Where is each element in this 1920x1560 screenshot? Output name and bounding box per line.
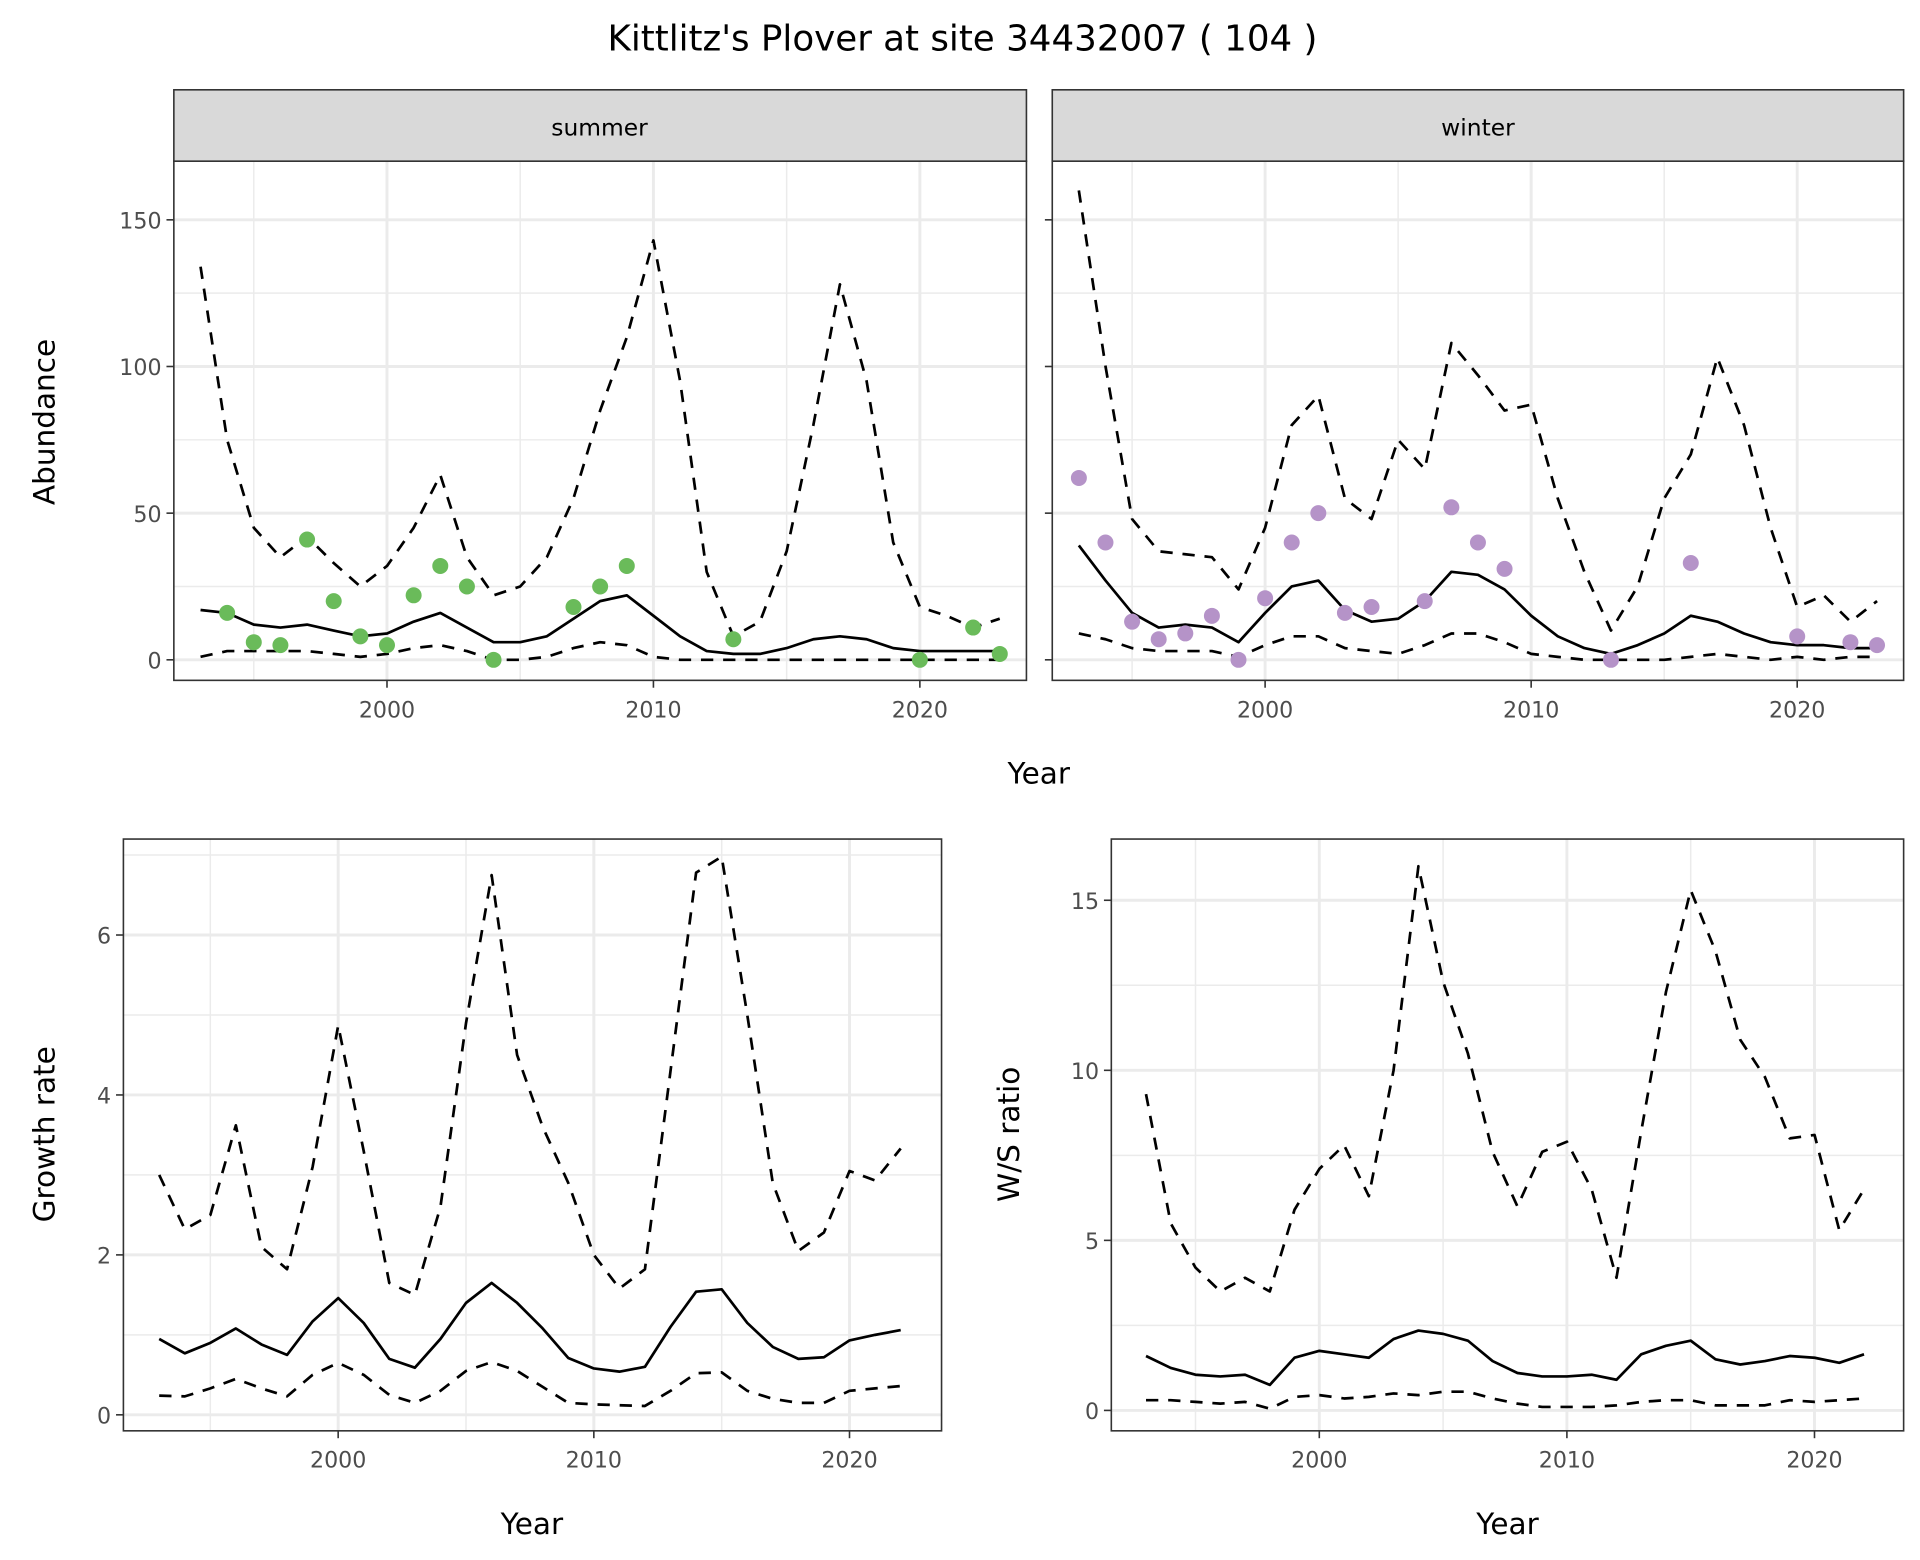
data-point [911,651,928,668]
panel-border [122,838,943,1432]
series-line-mean [200,593,1000,656]
y-tick-label: 6 [97,924,111,950]
data-point [405,587,422,604]
y-tick-label: 4 [97,1084,111,1110]
data-point [1257,590,1274,607]
data-point [1310,505,1327,522]
data-point [245,634,262,651]
data-point [1842,634,1859,651]
series-line-lower [200,640,1000,662]
data-point [432,557,449,574]
x-tick-label: 2010 [1539,1448,1595,1474]
x-axis-label-ratio: Year [1475,1507,1539,1541]
strip-summer-label: summer [551,113,648,141]
x-tick-label: 2000 [1291,1448,1347,1474]
data-point [325,593,342,610]
y-axis-label-ratio: W/S ratio [992,1067,1026,1202]
data-point [1124,613,1141,630]
growth-panel: 2000 2010 2020 0 2 4 6 [97,838,943,1474]
y-tick-label: 150 [119,208,161,234]
data-point [378,637,395,654]
data-point [1496,560,1513,577]
series-line-upper [199,239,1001,638]
data-point [1070,469,1087,486]
x-tick-label: 2000 [359,697,415,723]
x-tick-label: 2020 [1786,1448,1842,1474]
data-point [458,578,475,595]
y-axis-label-growth: Growth rate [28,1046,62,1222]
x-tick-label: 2020 [892,697,948,723]
data-point [1336,604,1353,621]
data-point [1230,651,1247,668]
data-point [1443,499,1460,516]
data-point [991,645,1008,662]
strip-winter-bg [1051,89,1905,162]
data-point [592,578,609,595]
data-point [1097,534,1114,551]
y-tick-label: 100 [119,355,161,381]
data-point [1177,625,1194,642]
data-point [565,599,582,616]
x-tick-label: 2010 [566,1448,622,1474]
ratio-panel: 2000 2010 2020 0 5 10 15 [1071,838,1905,1474]
data-point [272,637,289,654]
series-line-mean [1145,1329,1865,1387]
data-point [1283,534,1300,551]
data-point [965,619,982,636]
data-point [1869,637,1886,654]
data-point [485,651,502,668]
x-tick-label: 2010 [625,697,681,723]
plot-background [1111,839,1904,1431]
data-point [1469,534,1486,551]
x-tick-label: 2000 [1237,697,1293,723]
x-tick-label: 2010 [1503,697,1559,723]
summer-panel: 2000 2010 2020 0 50 100 150 [119,160,1028,723]
data-point [352,628,369,645]
x-tick-label: 2020 [821,1448,877,1474]
y-tick-label: 10 [1071,1059,1099,1085]
chart-title: Kittlitz's Plover at site 34432007 ( 104… [607,18,1317,59]
y-tick-label: 0 [1085,1399,1099,1425]
x-axis-label-top: Year [1006,757,1070,791]
series-line-lower [1078,632,1878,662]
y-tick-label: 0 [97,1403,111,1429]
x-tick-label: 2000 [310,1448,366,1474]
data-point [1602,651,1619,668]
strip-summer-bg [173,89,1028,162]
series-line-lower [1146,1390,1865,1411]
winter-panel: 2000 2010 2020 [1044,160,1905,723]
data-point [725,631,742,648]
y-tick-label: 2 [97,1244,111,1270]
series-line-upper [1077,190,1878,632]
series-line-upper [157,855,902,1297]
y-tick-label: 0 [147,648,161,674]
y-tick-label: 15 [1071,889,1099,915]
series-line-mean [1077,544,1878,656]
y-axis-label-abundance: Abundance [28,339,62,505]
x-tick-label: 2020 [1769,697,1825,723]
data-point [1150,631,1167,648]
x-axis-label-growth: Year [500,1507,564,1541]
data-point [1789,628,1806,645]
plot-background [123,839,942,1431]
data-point [618,557,635,574]
y-tick-label: 50 [133,502,161,528]
data-point [219,604,236,621]
data-point [1203,607,1220,624]
plot-background [1052,161,1904,681]
panel-border [1110,838,1905,1432]
data-point [1363,599,1380,616]
y-tick-label: 5 [1085,1229,1099,1255]
data-point [299,531,316,548]
series-line-upper [1144,864,1866,1293]
strip-winter-label: winter [1441,113,1515,141]
data-point [1682,555,1699,572]
series-line-mean [158,1281,901,1373]
data-point [1416,593,1433,610]
